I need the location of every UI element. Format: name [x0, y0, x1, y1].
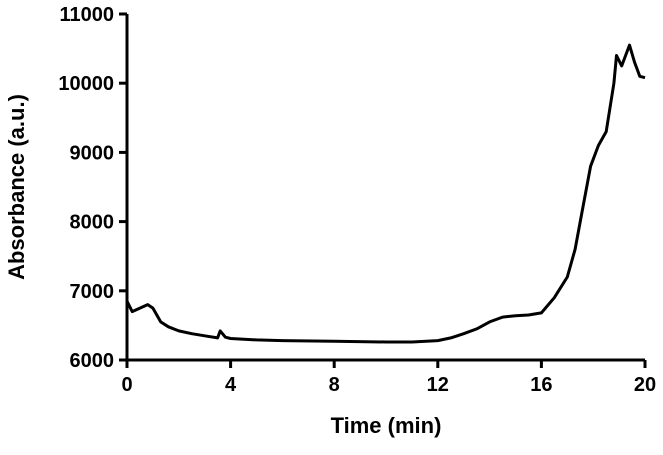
x-tick-label: 0 [121, 374, 132, 396]
x-tick-label: 8 [329, 374, 340, 396]
y-tick-label: 10000 [58, 73, 114, 95]
x-tick-label: 12 [427, 374, 449, 396]
x-tick-label: 4 [225, 374, 237, 396]
y-tick-label: 6000 [70, 350, 115, 372]
y-tick-label: 11000 [59, 4, 114, 26]
x-axis-title: Time (min) [331, 413, 442, 438]
x-tick-label: 20 [634, 374, 656, 396]
y-tick-label: 8000 [70, 212, 115, 234]
data-line [125, 43, 646, 344]
x-tick-label: 16 [530, 374, 552, 396]
y-tick-label: 9000 [70, 142, 115, 164]
y-axis-title: Absorbance (a.u.) [4, 94, 29, 280]
y-tick-label: 7000 [70, 281, 115, 303]
